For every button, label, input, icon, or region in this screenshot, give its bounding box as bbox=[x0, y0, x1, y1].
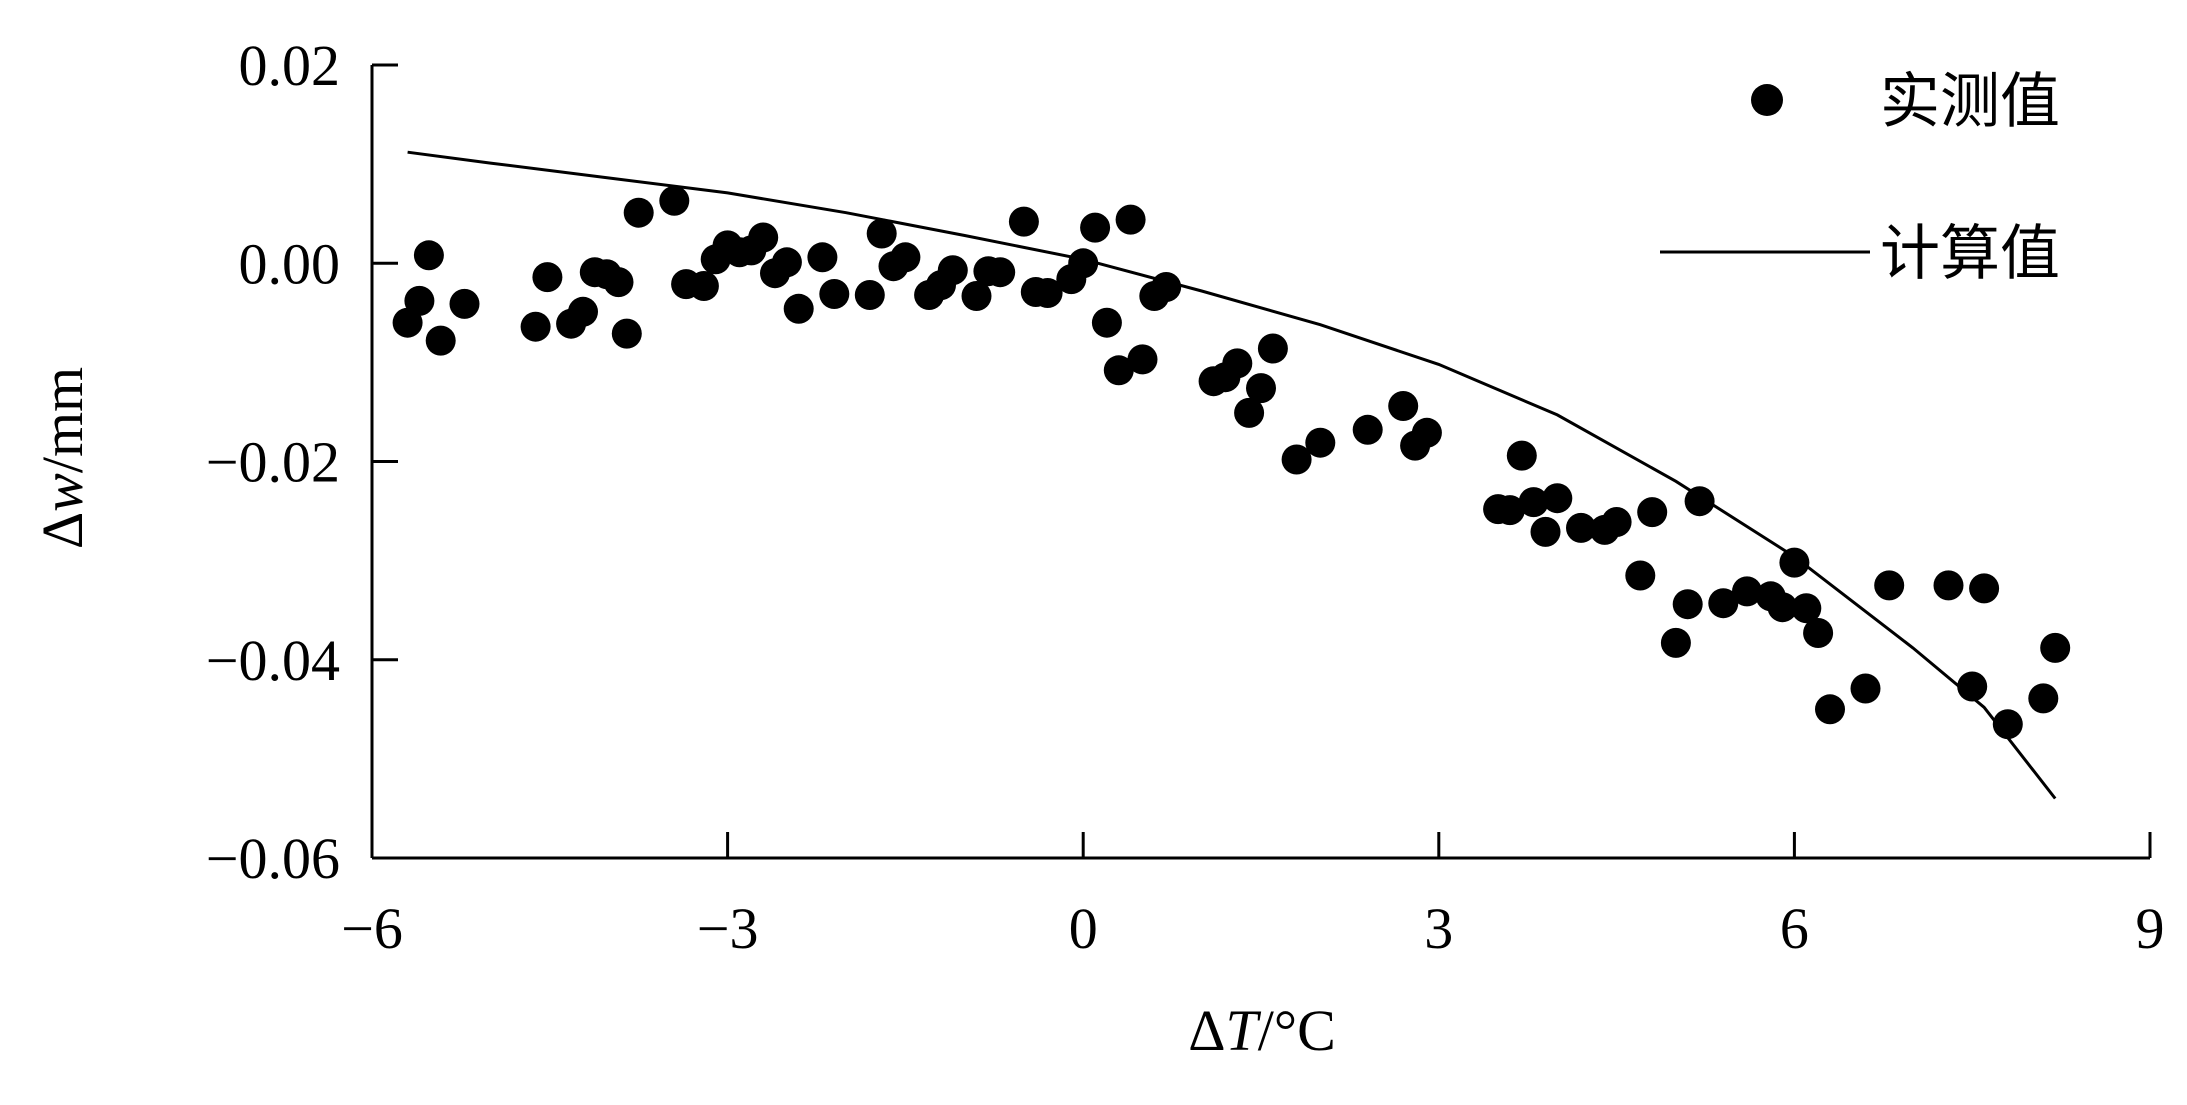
measured-point bbox=[1091, 307, 1122, 338]
x-axis-ticks: −6 −3 0 3 6 9 bbox=[341, 832, 2165, 961]
measured-point bbox=[807, 242, 838, 273]
measured-point bbox=[1222, 348, 1253, 379]
measured-point bbox=[603, 267, 634, 298]
measured-point bbox=[1791, 593, 1822, 624]
measured-point bbox=[611, 318, 642, 349]
measured-point bbox=[449, 288, 480, 319]
y-axis-title-prefix: Δ bbox=[30, 512, 95, 549]
measured-point bbox=[1850, 673, 1881, 704]
legend-label-measured: 实测值 bbox=[1880, 67, 2060, 137]
measured-point bbox=[688, 271, 719, 301]
y-tick-label: −0.04 bbox=[206, 628, 340, 693]
y-axis-title-var: w bbox=[30, 473, 95, 512]
plot-area: 0.02 0.00 −0.02 −0.04 −0.06 −6 −3 0 3 6 9 bbox=[206, 33, 2165, 961]
measured-point bbox=[1080, 212, 1111, 243]
measured-point bbox=[404, 285, 435, 316]
x-tick-label: 3 bbox=[1424, 896, 1453, 961]
measured-point bbox=[568, 296, 598, 327]
measured-points bbox=[392, 185, 2071, 740]
measured-point bbox=[1352, 414, 1383, 445]
legend-label-calculated: 计算值 bbox=[1880, 219, 2060, 289]
x-axis-title-prefix: Δ bbox=[1188, 998, 1225, 1063]
measured-point bbox=[771, 247, 802, 278]
measured-point bbox=[854, 280, 885, 310]
measured-point bbox=[413, 240, 444, 271]
measured-point bbox=[1767, 592, 1798, 623]
measured-point bbox=[1234, 397, 1265, 428]
measured-point bbox=[659, 185, 690, 216]
y-axis-title-unit: /mm bbox=[30, 367, 95, 473]
measured-point bbox=[1246, 373, 1276, 404]
measured-point bbox=[1388, 391, 1419, 421]
measured-point bbox=[1305, 427, 1336, 458]
legend-marker-measured bbox=[1751, 84, 1783, 116]
measured-point bbox=[866, 218, 897, 249]
measured-point bbox=[1601, 507, 1632, 537]
measured-point bbox=[623, 197, 654, 228]
y-axis-title: Δw/mm bbox=[30, 367, 95, 549]
measured-point bbox=[1127, 344, 1158, 375]
measured-point bbox=[890, 242, 921, 273]
y-axis-ticks: 0.02 0.00 −0.02 −0.04 −0.06 bbox=[206, 33, 398, 891]
measured-point bbox=[1779, 547, 1810, 578]
y-tick-label: 0.02 bbox=[239, 33, 341, 98]
measured-point bbox=[1803, 618, 1834, 648]
measured-point bbox=[1257, 333, 1288, 364]
calculated-value-line bbox=[407, 150, 2057, 800]
measured-point bbox=[985, 257, 1016, 288]
measured-point bbox=[1566, 512, 1596, 543]
measured-point bbox=[2028, 683, 2059, 714]
y-tick-label: −0.02 bbox=[206, 430, 340, 495]
measured-point bbox=[1957, 671, 1988, 702]
measured-point bbox=[1969, 573, 2000, 604]
x-axis-title: ΔT/°C bbox=[1188, 998, 1336, 1063]
x-tick-label: 0 bbox=[1069, 896, 1098, 961]
measured-point bbox=[1684, 486, 1715, 517]
measured-point bbox=[783, 293, 814, 324]
measured-point bbox=[1008, 206, 1039, 237]
measured-point bbox=[1732, 576, 1762, 607]
measured-point bbox=[425, 325, 456, 356]
measured-point bbox=[1411, 417, 1442, 448]
measured-point bbox=[1506, 440, 1537, 471]
x-tick-label: −3 bbox=[697, 896, 759, 961]
x-axis-title-unit: /°C bbox=[1258, 998, 1336, 1063]
measured-point bbox=[1494, 495, 1525, 526]
measured-point bbox=[937, 255, 968, 286]
measured-point bbox=[1115, 204, 1146, 235]
measured-point bbox=[2040, 632, 2071, 663]
measured-point bbox=[1542, 483, 1573, 514]
measured-point bbox=[1708, 588, 1739, 619]
measured-point bbox=[520, 311, 551, 342]
measured-point bbox=[1992, 709, 2023, 740]
measured-point bbox=[1103, 355, 1134, 386]
x-tick-label: 6 bbox=[1780, 896, 1809, 961]
measured-point bbox=[1874, 570, 1905, 601]
x-tick-label: −6 bbox=[341, 896, 403, 961]
legend: 实测值 计算值 bbox=[1660, 67, 2060, 289]
measured-point bbox=[1281, 444, 1312, 475]
measured-point bbox=[1815, 694, 1845, 725]
measured-point bbox=[961, 281, 992, 311]
measured-point bbox=[1933, 570, 1964, 601]
measured-point bbox=[1672, 589, 1703, 620]
y-tick-label: −0.06 bbox=[206, 826, 340, 891]
measured-point bbox=[1530, 516, 1561, 547]
measured-point bbox=[1068, 248, 1099, 279]
y-tick-label: 0.00 bbox=[239, 231, 341, 296]
measured-point bbox=[1625, 560, 1656, 591]
measured-point bbox=[1660, 627, 1691, 658]
measured-point bbox=[819, 279, 850, 309]
measured-point bbox=[532, 262, 563, 293]
measured-point bbox=[1151, 272, 1182, 302]
measured-point bbox=[1032, 278, 1063, 308]
x-axis-title-var: T bbox=[1226, 998, 1262, 1063]
x-tick-label: 9 bbox=[2136, 896, 2165, 961]
measured-point bbox=[1518, 487, 1549, 518]
measured-point bbox=[1637, 497, 1668, 528]
measured-point bbox=[748, 222, 779, 253]
